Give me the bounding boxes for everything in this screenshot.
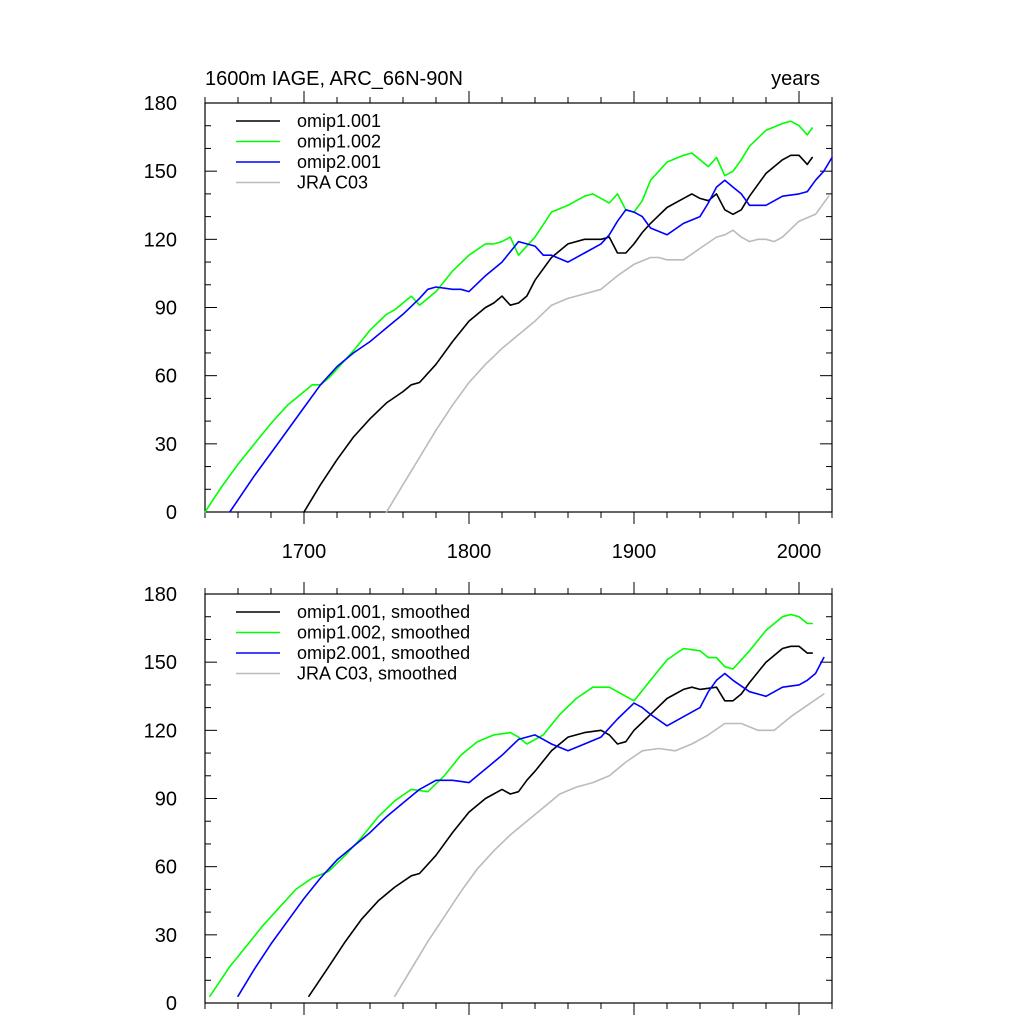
y-tick-label: 180 bbox=[144, 584, 177, 606]
legend-label-3: JRA C03 bbox=[297, 173, 368, 193]
y-tick-label: 30 bbox=[155, 925, 177, 947]
y-tick-label: 180 bbox=[144, 93, 177, 115]
y-tick-label: 60 bbox=[155, 857, 177, 879]
y-tick-label: 150 bbox=[144, 652, 177, 674]
y-tick-label: 0 bbox=[166, 502, 177, 524]
series-line-3 bbox=[393, 693, 825, 998]
x-tick-label: 1800 bbox=[447, 541, 492, 563]
y-tick-label: 90 bbox=[155, 789, 177, 811]
legend-label-2: omip2.001 bbox=[297, 152, 381, 172]
y-tick-label: 150 bbox=[144, 161, 177, 183]
series-line-0 bbox=[308, 645, 814, 998]
series-line-2 bbox=[229, 156, 833, 513]
legend-label-1: omip1.002 bbox=[297, 132, 381, 152]
series-line-0 bbox=[303, 154, 814, 513]
series-line-3 bbox=[385, 195, 830, 513]
y-tick-label: 30 bbox=[155, 434, 177, 456]
series-line-2 bbox=[237, 656, 825, 998]
chart-title: 1600m IAGE, ARC_66N-90N bbox=[205, 68, 463, 90]
legend-label-2: omip2.001, smoothed bbox=[297, 643, 470, 663]
y-tick-label: 60 bbox=[155, 366, 177, 388]
top-panel: 0 30 60 90 120 150 180 1700 1800 1900 2000 1600m IA… bbox=[144, 68, 833, 563]
y-tick-label: 120 bbox=[144, 720, 177, 742]
y-tick-label: 0 bbox=[166, 993, 177, 1015]
bottom-panel: 0 30 60 90 120 150 180 omip1.001, smoothedomip1… bbox=[144, 582, 833, 1015]
units-label: years bbox=[771, 68, 820, 90]
y-tick-label: 120 bbox=[144, 229, 177, 251]
series-line-1 bbox=[204, 120, 814, 513]
legend-label-0: omip1.001, smoothed bbox=[297, 602, 470, 622]
legend-label-3: JRA C03, smoothed bbox=[297, 664, 457, 684]
x-tick-label: 1900 bbox=[612, 541, 657, 563]
legend-label-1: omip1.002, smoothed bbox=[297, 623, 470, 643]
x-tick-label: 1700 bbox=[282, 541, 327, 563]
y-tick-label: 90 bbox=[155, 298, 177, 320]
legend-label-0: omip1.001 bbox=[297, 111, 381, 131]
x-tick-label: 2000 bbox=[777, 541, 822, 563]
series-line-1 bbox=[209, 613, 814, 998]
